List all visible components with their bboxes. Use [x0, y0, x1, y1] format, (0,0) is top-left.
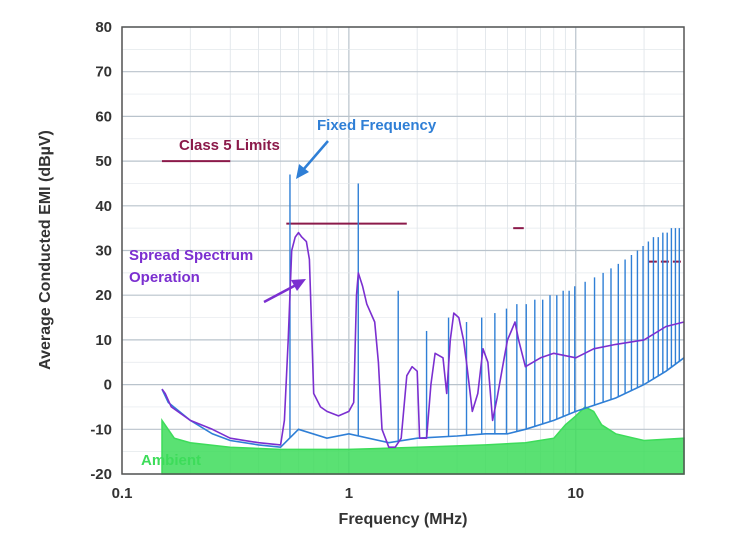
series-fixed-frequency-baseline: [161, 357, 685, 449]
fixed-frequency-arrow-shaft: [302, 140, 329, 171]
annotation-operation: Operation: [129, 269, 200, 286]
ticks: -20 -10 0 10 20 30 40 50 60 70 80 0.1 1 10: [90, 19, 584, 502]
spread-spectrum-arrow-shaft: [263, 283, 297, 304]
annotation-class5-limits: Class 5 Limits: [179, 137, 280, 154]
annotation-fixed-frequency: Fixed Frequency: [317, 117, 437, 134]
series-spread-spectrum: [161, 231, 685, 448]
series-ambient: [161, 405, 685, 475]
y-tick-label: 70: [95, 64, 112, 81]
x-tick-label: 1: [345, 485, 353, 502]
y-tick-label: 10: [95, 332, 112, 349]
class5-limits: [161, 160, 684, 263]
plot-frame: [121, 26, 685, 475]
series: [161, 174, 685, 475]
y-tick-label: 0: [104, 377, 112, 394]
x-tick-label: 10: [567, 485, 584, 502]
annotation-spread-spectrum: Spread Spectrum: [129, 247, 253, 264]
y-tick-label: -20: [90, 466, 112, 483]
y-tick-label: 40: [95, 198, 112, 215]
y-tick-label: 60: [95, 108, 112, 125]
annotation-ambient: Ambient: [141, 452, 201, 469]
y-axis-title: Average Conducted EMI (dBµV): [37, 130, 54, 370]
y-tick-label: 20: [95, 287, 112, 304]
y-tick-label: 80: [95, 19, 112, 36]
y-tick-label: 50: [95, 153, 112, 170]
fixed-frequency-arrow-head: [296, 164, 309, 179]
annotation-arrows: [263, 140, 329, 304]
y-tick-label: -10: [90, 421, 112, 438]
y-tick-label: 30: [95, 243, 112, 260]
x-axis-title: Frequency (MHz): [339, 511, 468, 528]
spread-spectrum-arrow-head: [291, 279, 306, 291]
x-tick-label: 0.1: [112, 485, 133, 502]
